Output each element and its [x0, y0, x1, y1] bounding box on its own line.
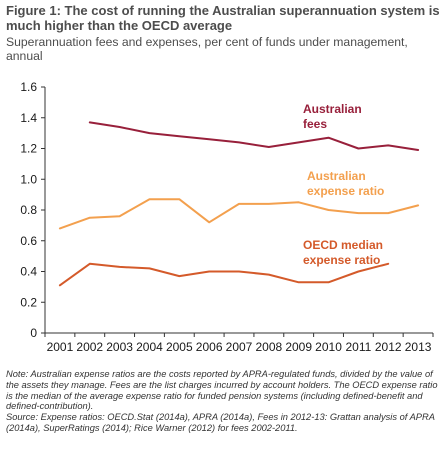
chart-series	[58, 121, 420, 287]
figure-title: Figure 1: The cost of running the Austra…	[6, 3, 440, 33]
figure-subtitle: Superannuation fees and expenses, per ce…	[6, 35, 408, 63]
source-text: Source: Expense ratios: OECD.Stat (2014a…	[6, 412, 435, 433]
y-tick-label: 1.2	[20, 142, 37, 156]
y-tick-label: 1.0	[20, 172, 37, 186]
series-label-1: Australian	[307, 169, 366, 183]
series-label-2: expense ratio	[303, 253, 380, 267]
note-text: Note: Australian expense ratios are the …	[6, 369, 438, 412]
y-tick-label: 0.2	[20, 295, 37, 309]
y-tick-label: 1.6	[20, 80, 37, 94]
x-tick-label: 2003	[106, 340, 133, 354]
y-tick-label: 0	[30, 326, 37, 340]
series-line-0	[88, 121, 420, 151]
x-tick-label: 2011	[345, 340, 371, 354]
x-tick-label: 2007	[226, 340, 253, 354]
series-label-1: expense ratio	[307, 184, 384, 198]
series-line-2	[58, 262, 390, 287]
x-tick-label: 2013	[405, 340, 432, 354]
y-tick-label: 0.8	[20, 203, 37, 217]
x-tick-label: 2008	[255, 340, 282, 354]
x-tick-label: 2004	[136, 340, 163, 354]
y-tick-label: 0.6	[20, 234, 37, 248]
x-tick-label: 2006	[196, 340, 223, 354]
series-label-0: fees	[303, 117, 327, 131]
y-tick-label: 1.4	[20, 111, 37, 125]
y-tick-label: 0.4	[20, 265, 37, 279]
figure-notes: Note: Australian expense ratios are the …	[6, 369, 442, 434]
x-tick-label: 2010	[315, 340, 342, 354]
x-tick-label: 2002	[76, 340, 103, 354]
x-tick-label: 2009	[285, 340, 312, 354]
x-tick-label: 2012	[375, 340, 402, 354]
series-line-1	[58, 198, 420, 230]
series-label-0: Australian	[303, 102, 362, 116]
x-tick-label: 2001	[47, 340, 74, 354]
series-label-2: OECD median	[303, 238, 383, 252]
x-tick-label: 2005	[166, 340, 193, 354]
